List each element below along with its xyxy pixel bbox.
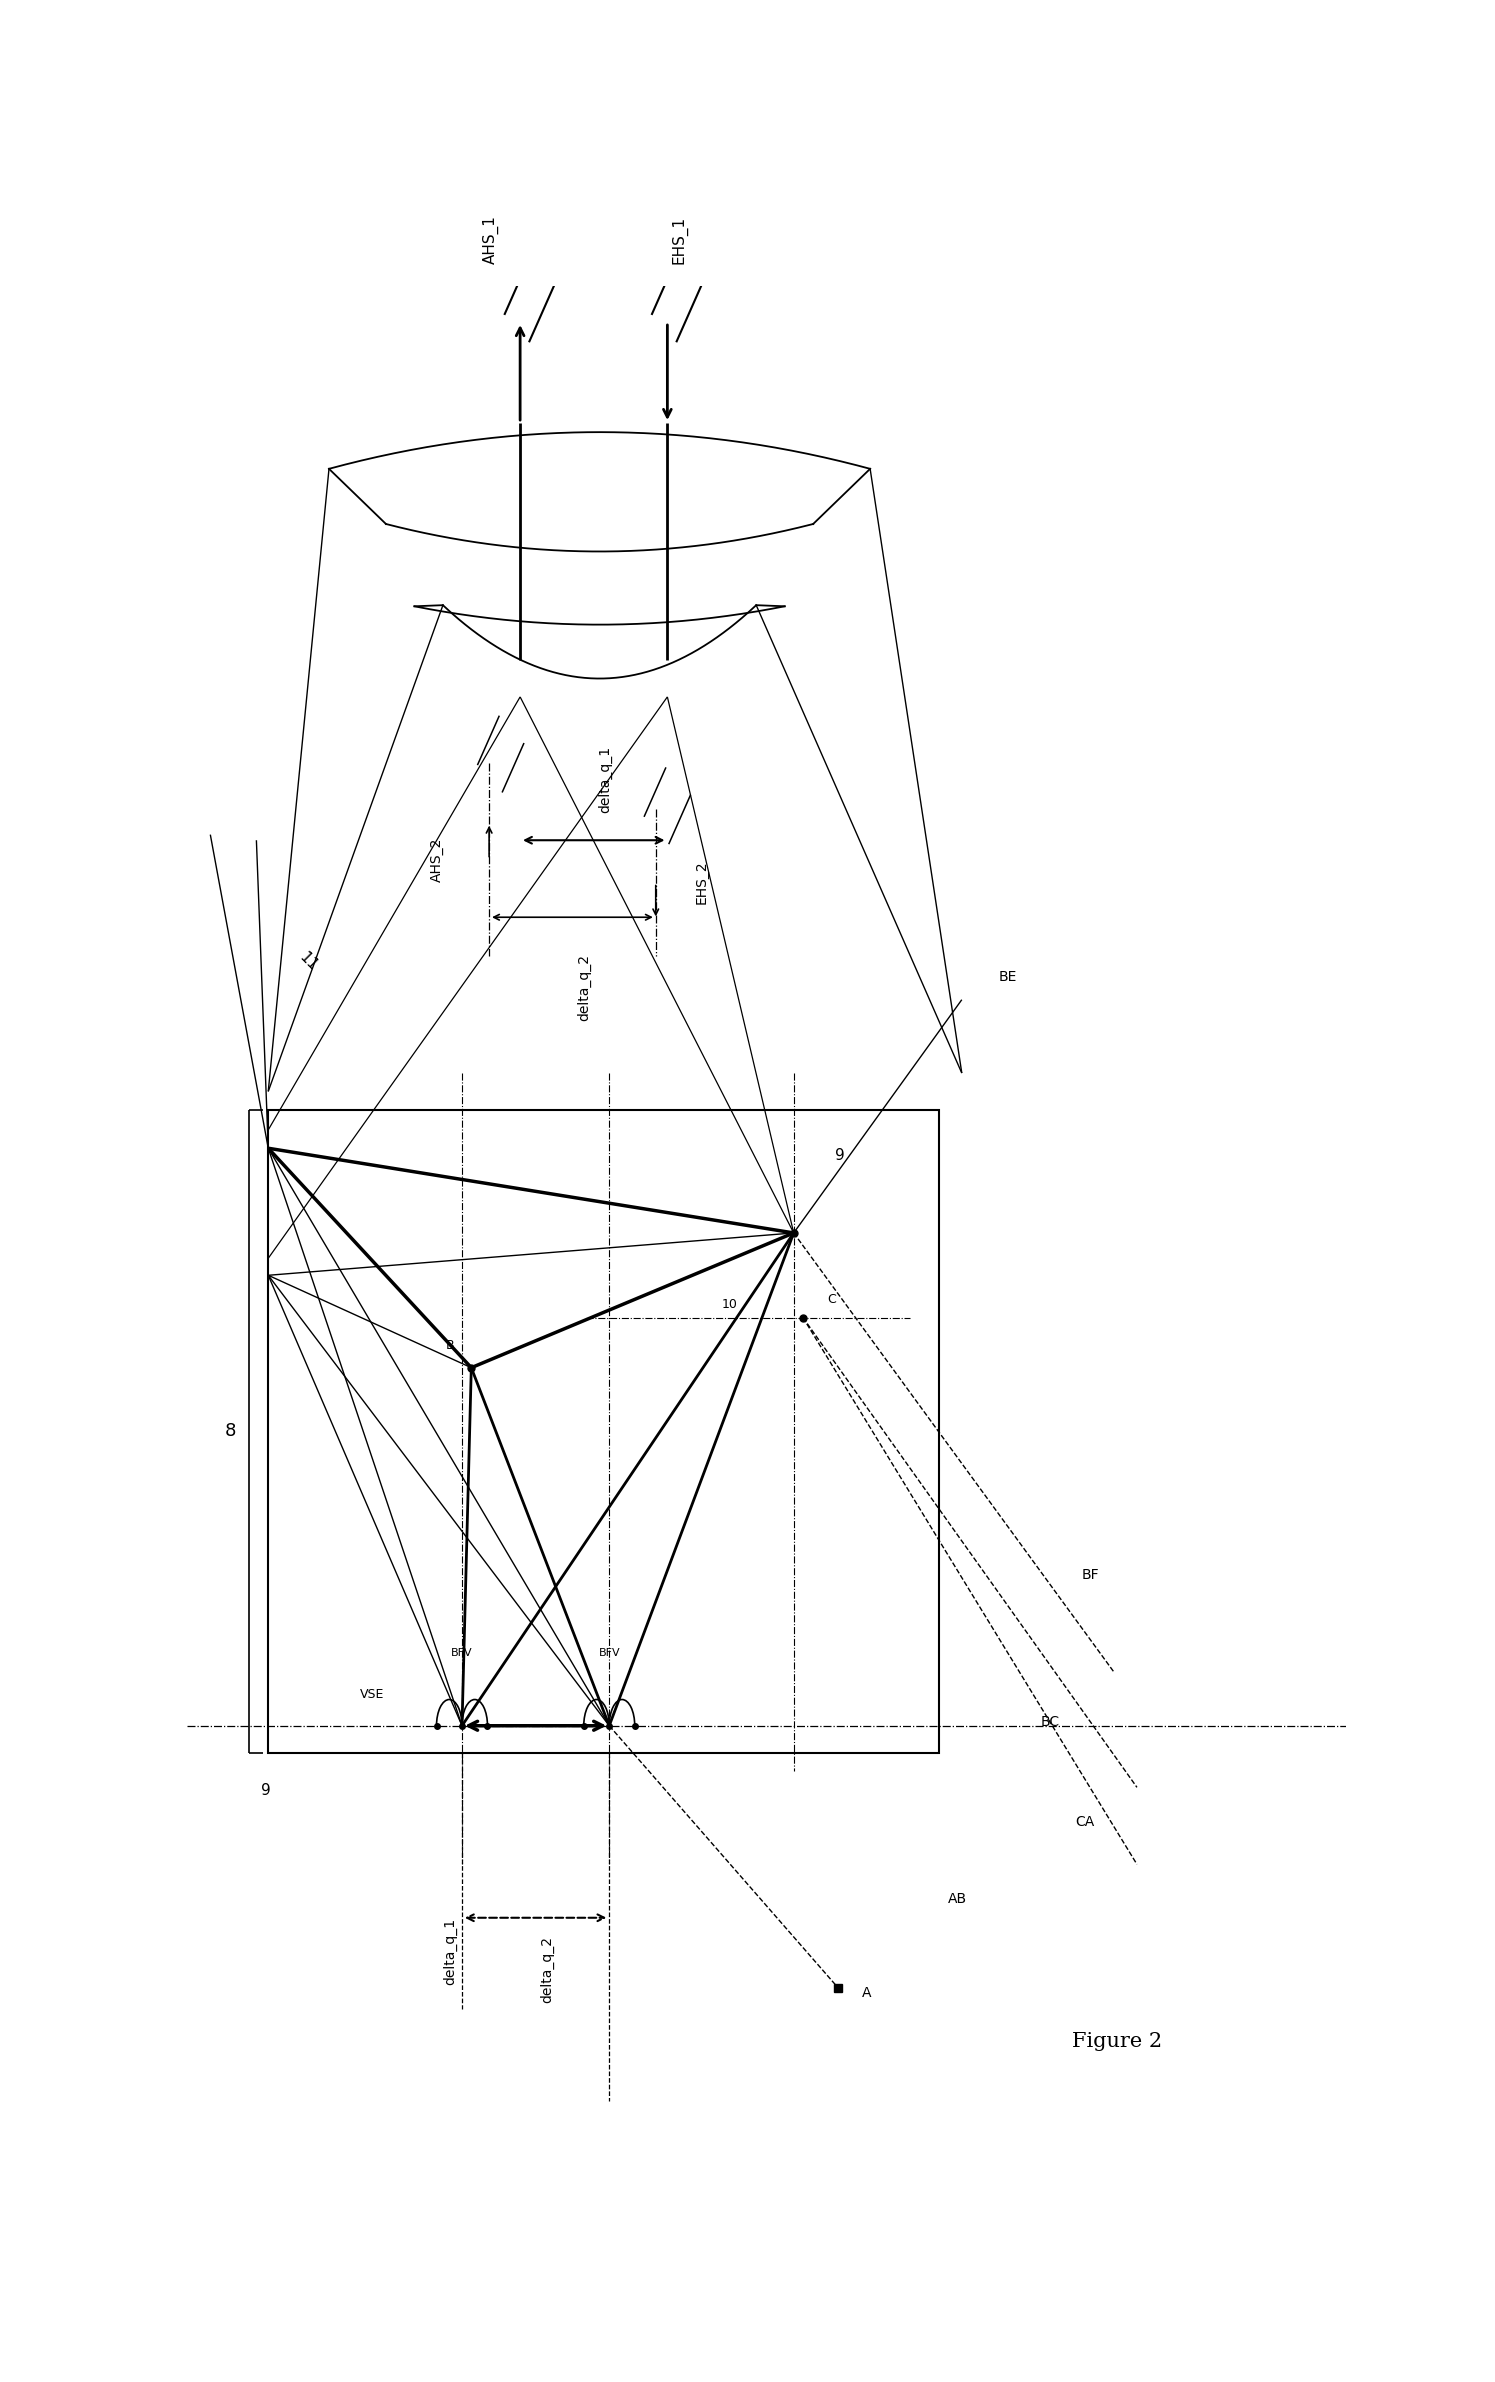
Text: C: C — [828, 1293, 836, 1305]
Text: delta_q_2: delta_q_2 — [540, 1937, 555, 2003]
Text: Figure 2: Figure 2 — [1072, 2032, 1162, 2051]
Text: EHS_2: EHS_2 — [695, 860, 709, 905]
Text: 9: 9 — [260, 1784, 271, 1798]
Text: 11: 11 — [296, 950, 320, 974]
Text: delta_q_1: delta_q_1 — [598, 746, 613, 812]
Text: B: B — [446, 1339, 454, 1353]
Text: A: A — [863, 1987, 872, 2001]
Text: 10: 10 — [722, 1298, 739, 1312]
Text: 8: 8 — [226, 1422, 236, 1441]
Text: delta_q_1: delta_q_1 — [444, 1918, 457, 1984]
Text: VSE: VSE — [360, 1689, 384, 1701]
Text: AHS_2: AHS_2 — [431, 838, 444, 881]
Text: AB: AB — [948, 1891, 967, 1906]
Text: BC: BC — [1041, 1715, 1060, 1729]
Text: delta_q_2: delta_q_2 — [577, 953, 591, 1022]
Text: BFV: BFV — [598, 1648, 620, 1658]
Text: BFV: BFV — [451, 1648, 472, 1658]
Text: 9: 9 — [836, 1148, 845, 1162]
Bar — [268, 1110, 939, 1753]
Text: BF: BF — [1082, 1567, 1099, 1582]
Text: AHS_1: AHS_1 — [483, 214, 499, 264]
Text: BE: BE — [999, 969, 1017, 984]
Text: EHS_1: EHS_1 — [671, 214, 688, 264]
Text: CA: CA — [1075, 1815, 1094, 1829]
